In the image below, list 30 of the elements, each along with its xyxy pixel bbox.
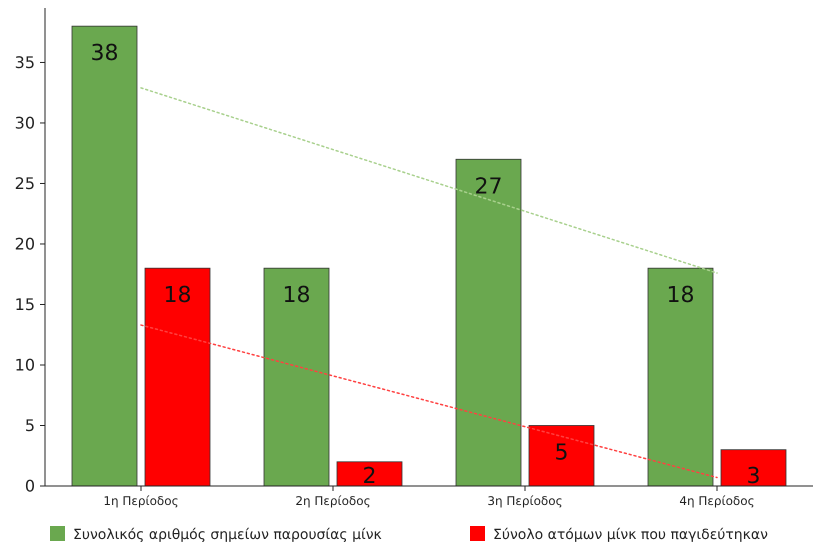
y-tick-label: 15 (14, 295, 35, 314)
data-label: 38 (90, 41, 118, 66)
y-tick-label: 20 (14, 234, 35, 254)
data-label: 18 (164, 283, 192, 308)
y-tick-label: 30 (14, 114, 35, 133)
bar (72, 26, 138, 486)
x-tick-label: 3η Περίοδος (487, 494, 563, 508)
y-tick-label: 35 (14, 53, 35, 72)
legend-label: Συνολικός αριθμός σημείων παρουσίας μίνκ (73, 527, 382, 543)
bar (528, 425, 594, 486)
bar (456, 158, 522, 486)
legend-label: Σύνολο ατόμων μίνκ που παγιδεύτηκαν (493, 527, 768, 543)
x-tick-label: 4η Περίοδος (679, 494, 755, 508)
y-tick-label: 25 (14, 174, 35, 194)
x-tick-label: 1η Περίοδος (103, 494, 179, 508)
bar (720, 449, 786, 486)
x-tick-label: 2η Περίοδος (295, 494, 371, 508)
data-label: 2 (362, 464, 376, 489)
data-label: 27 (474, 174, 502, 200)
bar (648, 268, 714, 486)
y-tick-label: 10 (14, 356, 35, 375)
data-label: 18 (666, 283, 694, 308)
bar (336, 461, 402, 486)
y-tick-label: 0 (24, 476, 35, 496)
bar (144, 268, 210, 486)
data-label: 5 (554, 440, 568, 466)
data-label: 3 (746, 464, 760, 489)
bar (264, 268, 330, 486)
data-label: 18 (282, 283, 310, 308)
y-tick-label: 5 (24, 416, 35, 436)
